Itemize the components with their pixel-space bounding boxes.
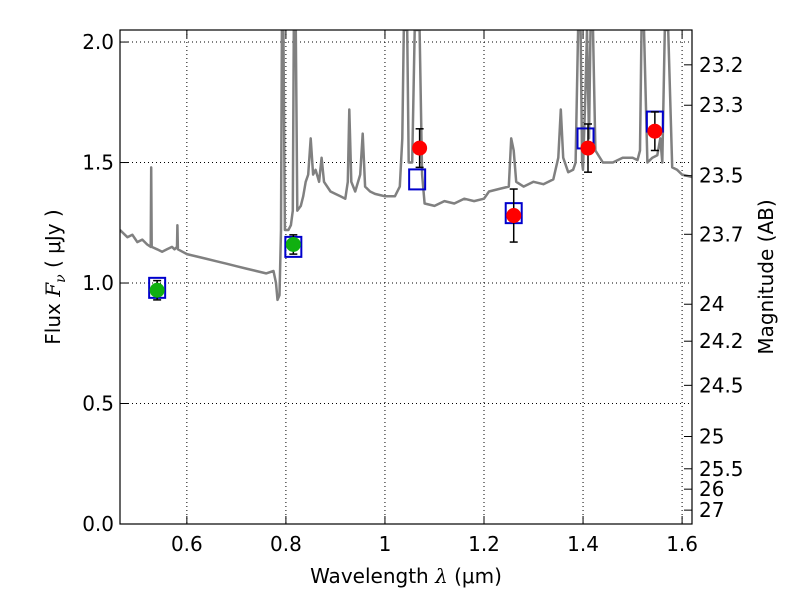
mag-tick-label: 25 — [699, 425, 724, 449]
gridlines — [120, 30, 692, 525]
photometry-point — [580, 140, 596, 156]
mag-tick-label: 23.3 — [699, 93, 744, 117]
mag-tick-label: 24 — [699, 292, 724, 316]
mag-tick-label: 24.5 — [699, 373, 744, 397]
plot-frame — [119, 29, 693, 525]
mag-tick-label: 23.7 — [699, 222, 744, 246]
y-tick-label: 0.5 — [82, 392, 114, 416]
photometry-point — [647, 123, 663, 139]
y-tick-label: 1.0 — [82, 271, 114, 295]
x-tick-label: 1.4 — [567, 532, 599, 556]
mag-tick-label: 25.5 — [699, 457, 744, 481]
y-axis-label: Flux Fν ( μJy ) — [41, 209, 69, 344]
mag-tick-label: 27 — [699, 498, 724, 522]
mag-tick-label: 23.5 — [699, 164, 744, 188]
photometry-point — [506, 208, 522, 224]
mag-tick-label: 26 — [699, 477, 724, 501]
x-tick-label: 1 — [379, 532, 392, 556]
model-spectrum-line — [120, 30, 692, 302]
y-tick-label: 1.5 — [82, 151, 114, 175]
photometry-point — [412, 140, 428, 156]
photometry-point — [149, 282, 165, 298]
model-photometry-square — [408, 168, 427, 191]
plot-area — [120, 30, 692, 302]
x-axis-label: Wavelength λ (μm) — [310, 564, 502, 588]
mag-tick-label: 23.2 — [699, 53, 744, 77]
x-tick-label: 0.8 — [270, 532, 302, 556]
photometry-point — [285, 236, 301, 252]
axis-ticks: 0.6 0.8 1 1.2 1.4 1.6 0.0 0.5 1.0 1.5 2.0 23.2 23.3 2… — [82, 30, 744, 556]
x-tick-label: 1.6 — [666, 532, 698, 556]
x-tick-label: 0.6 — [171, 532, 203, 556]
mag-tick-label: 24.2 — [699, 329, 744, 353]
y-tick-label: 2.0 — [82, 30, 114, 54]
x-tick-label: 1.2 — [468, 532, 500, 556]
y-tick-label: 0.0 — [82, 512, 114, 536]
y2-axis-label: Magnitude (AB) — [754, 199, 778, 354]
